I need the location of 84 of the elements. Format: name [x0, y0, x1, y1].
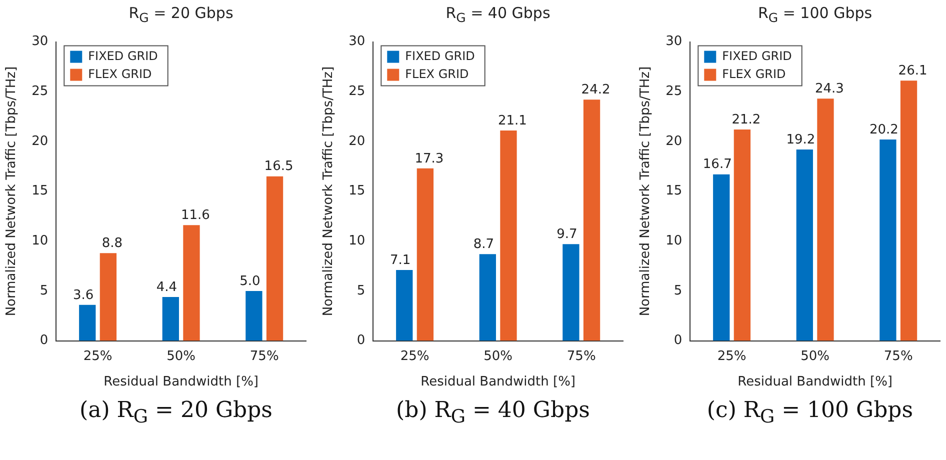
legend-label: FIXED GRID — [88, 48, 158, 63]
data-label: 3.6 — [73, 288, 94, 303]
y-tick-label: 5 — [674, 283, 682, 298]
x-tick-label: 25% — [83, 348, 112, 364]
y-tick-label: 25 — [666, 84, 682, 100]
data-label: 9.7 — [556, 227, 578, 242]
legend-label: FIXED GRID — [722, 48, 792, 63]
y-tick-label: 0 — [356, 333, 366, 348]
data-label: 21.1 — [498, 113, 527, 128]
y-tick-label: 10 — [32, 234, 48, 249]
x-tick-label: 75% — [884, 348, 913, 364]
data-label: 7.1 — [390, 252, 411, 268]
bar — [880, 139, 896, 341]
x-tick-label: 75% — [566, 348, 596, 364]
bar — [266, 176, 284, 341]
y-axis-title: Normalized Network Traffic [Tbps/THz] — [638, 66, 654, 316]
y-tick-label: 15 — [666, 184, 682, 199]
legend-label: FIXED GRID — [405, 48, 475, 63]
bar — [734, 130, 751, 341]
y-tick-label: 5 — [40, 283, 48, 298]
x-axis-title: Residual Bandwidth [%] — [104, 374, 259, 390]
x-tick-label: 50% — [166, 348, 196, 364]
data-label: 24.3 — [815, 81, 844, 96]
text: (a) R$_{G}$ = 20 Gbps — [78, 398, 272, 428]
y-tick-label: 30 — [348, 34, 366, 50]
data-label: 5.0 — [240, 274, 260, 289]
data-label: 4.4 — [156, 280, 178, 295]
chart-title: R$_{G}$ = 20 Gbps — [128, 4, 234, 26]
bar — [479, 254, 496, 341]
y-tick-label: 30 — [666, 34, 682, 50]
y-tick-label: 20 — [32, 134, 48, 149]
data-label: 20.2 — [869, 122, 898, 138]
data-label: 19.2 — [786, 132, 816, 148]
x-tick-label: 50% — [800, 348, 830, 364]
y-axis-title: Normalized Network Traffic [Tbps/THz] — [321, 66, 336, 316]
data-label: 8.8 — [102, 236, 123, 251]
bar — [900, 80, 918, 341]
bar — [583, 100, 600, 341]
text: (c) R$_{G}$ = 100 Gbps — [706, 398, 914, 428]
legend-label: FLEX GRID — [405, 66, 469, 81]
x-tick-label: 75% — [250, 348, 279, 364]
y-tick-label: 0 — [40, 333, 48, 348]
data-label: 16.7 — [702, 157, 732, 172]
bar — [100, 253, 117, 341]
data-label: 17.3 — [414, 151, 444, 166]
x-axis-title: Residual Bandwidth [%] — [420, 374, 576, 390]
y-axis-title: Normalized Network Traffic [Tbps/THz] — [4, 66, 20, 316]
y-tick-label: 10 — [666, 234, 682, 249]
y-tick-label: 10 — [348, 234, 366, 249]
x-tick-label: 25% — [717, 348, 746, 364]
bar — [396, 270, 413, 341]
x-axis-title: Residual Bandwidth [%] — [738, 374, 893, 390]
y-tick-label: 0 — [674, 333, 682, 348]
bar — [562, 244, 580, 341]
bar — [796, 149, 813, 341]
bar — [79, 304, 96, 341]
x-tick-label: 25% — [400, 348, 430, 364]
x-tick-label: 50% — [484, 348, 513, 364]
y-tick-label: 20 — [666, 134, 682, 149]
chart-title: R$_{G}$ = 40 Gbps — [444, 4, 550, 26]
y-tick-label: 15 — [348, 184, 366, 199]
legend-label: FLEX GRID — [88, 66, 152, 81]
y-tick-label: 25 — [348, 84, 366, 100]
text: (b) R$_{G}$ = 40 Gbps — [395, 398, 590, 428]
data-label: 21.2 — [732, 112, 761, 128]
bar — [416, 168, 434, 341]
data-label: 16.5 — [264, 159, 294, 174]
y-tick-label: 15 — [32, 184, 48, 199]
y-tick-label: 30 — [32, 34, 48, 50]
data-label: 11.6 — [181, 208, 210, 224]
bar — [817, 98, 834, 341]
y-tick-label: 25 — [32, 84, 48, 100]
bar — [713, 174, 730, 341]
bar — [183, 225, 200, 341]
y-tick-label: 20 — [348, 134, 366, 149]
data-label: 24.2 — [581, 82, 610, 98]
bar — [162, 296, 179, 341]
data-label: 26.1 — [898, 64, 928, 79]
data-label: 8.7 — [473, 236, 494, 252]
y-tick-label: 5 — [356, 283, 366, 298]
bar — [500, 130, 517, 341]
bar — [246, 290, 262, 341]
legend-label: FLEX GRID — [722, 66, 786, 81]
chart-title: R$_{G}$ = 100 Gbps — [756, 4, 872, 26]
